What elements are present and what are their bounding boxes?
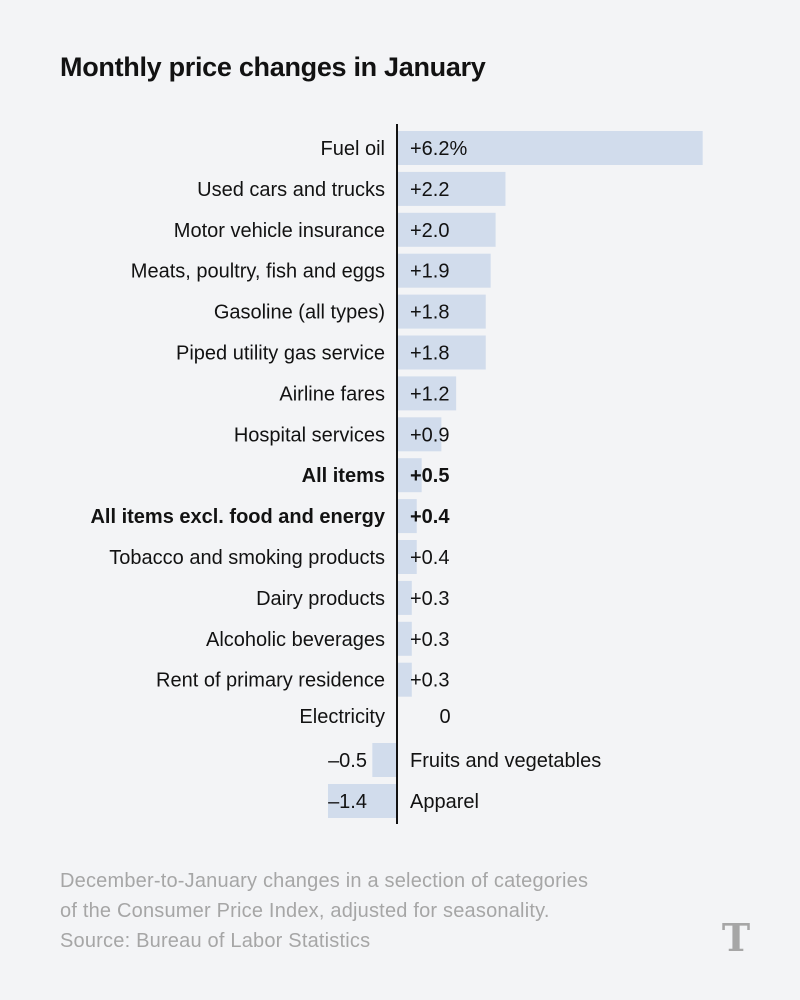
bar-12	[397, 621, 412, 656]
bar-1	[397, 171, 506, 206]
bar-7	[397, 417, 442, 452]
category-label-16: Apparel	[410, 791, 479, 813]
bar-4	[397, 294, 486, 329]
category-label-5: Piped utility gas service	[176, 343, 385, 365]
value-label-8: +0.5	[410, 465, 449, 487]
chart-title: Monthly price changes in January	[60, 52, 486, 82]
chart-footer: December-to-January changes in a selecti…	[60, 866, 588, 956]
category-label-6: Airline fares	[279, 383, 385, 405]
category-label-11: Dairy products	[256, 588, 385, 610]
bar-16	[327, 784, 397, 818]
bar-chart: Fuel oil +6.2% Used cars and trucks +2.2 Mot…	[90, 124, 703, 824]
category-label-0: Fuel oil	[321, 138, 385, 160]
value-label-1: +2.2	[410, 179, 449, 201]
category-label-15: Fruits and vegetables	[410, 750, 601, 772]
category-label-3: Meats, poultry, fish and eggs	[131, 261, 385, 283]
category-label-12: Alcoholic beverages	[206, 629, 385, 651]
category-label-4: Gasoline (all types)	[214, 302, 385, 324]
bar-8	[397, 458, 422, 493]
bar-10	[397, 540, 417, 574]
value-label-12: +0.3	[410, 629, 449, 651]
category-label-7: Hospital services	[234, 424, 385, 446]
category-label-2: Motor vehicle insurance	[174, 220, 385, 242]
value-label-2: +2.0	[410, 220, 449, 242]
value-label-4: +1.8	[410, 302, 449, 324]
bar-2	[397, 212, 496, 247]
category-label-13: Rent of primary residence	[156, 670, 385, 692]
value-label-0: +6.2%	[410, 138, 467, 160]
labels: Fuel oil +6.2% Used cars and trucks +2.2 Mot…	[90, 138, 601, 813]
value-label-6: +1.2	[410, 383, 449, 405]
value-label-13: +0.3	[410, 670, 449, 692]
footer-note-line-1: December-to-January changes in a selecti…	[60, 870, 589, 892]
bar-9	[397, 499, 417, 534]
value-label-14: 0	[439, 706, 450, 728]
category-label-9: All items excl. food and energy	[90, 506, 385, 528]
value-label-16: –1.4	[328, 791, 367, 813]
bar-13	[397, 662, 412, 697]
value-label-15: –0.5	[328, 750, 367, 772]
nyt-t-logo-icon: T	[722, 918, 750, 958]
footer-source: Source: Bureau of Labor Statistics	[60, 930, 371, 952]
logo-glyph: T	[722, 918, 750, 958]
category-label-10: Tobacco and smoking products	[109, 547, 385, 569]
bar-11	[397, 580, 412, 615]
value-label-11: +0.3	[410, 588, 449, 610]
bar-5	[397, 335, 486, 370]
value-label-3: +1.9	[410, 261, 449, 283]
bars	[327, 131, 703, 818]
footer-note-line-2: of the Consumer Price Index, adjusted fo…	[60, 900, 550, 922]
value-label-10: +0.4	[410, 547, 449, 569]
bar-3	[397, 253, 491, 288]
bar-0	[397, 131, 703, 165]
bar-6	[397, 376, 457, 411]
value-label-9: +0.4	[410, 506, 450, 528]
value-label-7: +0.9	[410, 424, 449, 446]
category-label-14: Electricity	[299, 706, 385, 728]
category-label-8: All items	[302, 465, 385, 487]
category-label-1: Used cars and trucks	[197, 179, 385, 201]
bar-15	[372, 743, 397, 777]
value-label-5: +1.8	[410, 343, 449, 365]
